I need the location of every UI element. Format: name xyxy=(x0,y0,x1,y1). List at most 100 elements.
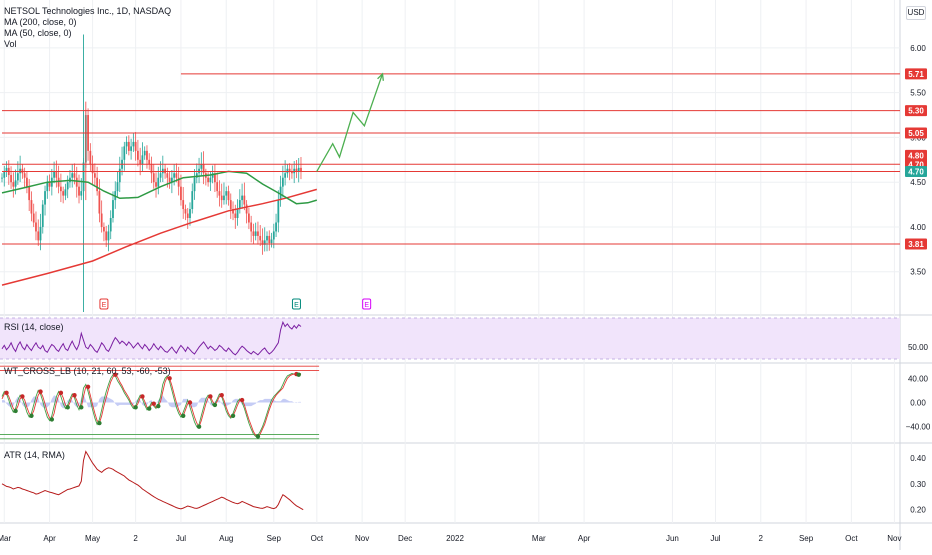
atr-title[interactable]: ATR (14, RMA) xyxy=(4,450,65,460)
wt-title[interactable]: WT_CROSS_LB (10, 21, 60, 53, -60, -53) xyxy=(4,366,171,376)
candle-body[interactable] xyxy=(37,231,40,241)
candle-body[interactable] xyxy=(143,150,146,156)
candle-body[interactable] xyxy=(238,200,241,210)
earnings-marker[interactable] xyxy=(362,298,372,310)
atr-line[interactable] xyxy=(1,450,304,511)
time-tick-label[interactable]: Dec xyxy=(398,534,412,543)
candle-body[interactable] xyxy=(180,186,182,201)
candle-body[interactable] xyxy=(250,222,253,232)
wt-bull-cross-dot[interactable] xyxy=(212,402,218,408)
candle-body[interactable] xyxy=(57,177,60,187)
wt-tick-label[interactable]: 40.00 xyxy=(908,374,929,383)
candle-body[interactable] xyxy=(137,150,139,160)
candle-body[interactable] xyxy=(159,173,162,178)
price-tick-label[interactable]: 3.50 xyxy=(910,268,926,277)
candle-body[interactable] xyxy=(32,213,35,223)
candle-body[interactable] xyxy=(234,213,237,218)
time-scale[interactable]: Mar Apr May 2 Jul Aug Sep Oct Nov Dec 2022 Mar Apr Ju… xyxy=(0,534,902,543)
candle-body[interactable] xyxy=(103,226,105,232)
wt-tick-label[interactable]: 0.00 xyxy=(910,399,926,408)
time-tick-label[interactable]: Oct xyxy=(311,534,324,543)
volume-legend[interactable]: Vol xyxy=(4,39,17,49)
candle-body[interactable] xyxy=(281,177,284,187)
candle-body[interactable] xyxy=(297,167,300,172)
candle-body[interactable] xyxy=(193,177,196,192)
wt-bull-cross-dot[interactable] xyxy=(79,405,84,410)
time-tick-label[interactable]: Nov xyxy=(887,534,901,543)
candle-body[interactable] xyxy=(186,213,189,218)
candle-body[interactable] xyxy=(53,171,55,178)
candle-body[interactable] xyxy=(211,173,214,178)
candle-body[interactable] xyxy=(214,173,216,183)
candle-body[interactable] xyxy=(284,173,287,178)
candle-body[interactable] xyxy=(223,195,225,201)
wt-bear-cross-dot[interactable] xyxy=(239,397,245,403)
wt-bear-cross-dot[interactable] xyxy=(151,401,156,406)
candle-body[interactable] xyxy=(35,222,37,232)
candle-body[interactable] xyxy=(166,173,169,178)
time-tick-label[interactable]: 2 xyxy=(759,534,764,543)
candle-body[interactable] xyxy=(134,141,137,151)
price-badge[interactable] xyxy=(905,127,927,139)
candle-body[interactable] xyxy=(62,191,65,196)
atr-tick-label[interactable]: 0.20 xyxy=(910,506,926,515)
candle-body[interactable] xyxy=(127,141,130,151)
wt-bear-cross-dot[interactable] xyxy=(113,372,118,377)
time-tick-label[interactable]: May xyxy=(85,534,100,543)
wt-bear-cross-dot[interactable] xyxy=(219,393,224,398)
candle-body[interactable] xyxy=(268,235,271,244)
time-tick-label[interactable]: Apr xyxy=(43,534,56,543)
time-tick-label[interactable]: 2022 xyxy=(446,534,464,543)
candle-body[interactable] xyxy=(259,235,262,241)
candle-body[interactable] xyxy=(73,173,76,178)
atr-pane[interactable] xyxy=(1,450,304,511)
wt-bear-cross-dot[interactable] xyxy=(85,384,91,389)
wt-bear-cross-dot[interactable] xyxy=(187,400,193,405)
candle-body[interactable] xyxy=(3,171,6,178)
candle-body[interactable] xyxy=(279,186,282,201)
wt-bull-cross-dot[interactable] xyxy=(181,413,186,419)
candle-body[interactable] xyxy=(141,155,144,165)
time-tick-label[interactable]: Aug xyxy=(219,534,233,543)
wt-bear-cross-dot[interactable] xyxy=(4,390,9,396)
candle-body[interactable] xyxy=(207,177,210,183)
candle-body[interactable] xyxy=(12,182,15,187)
price-badge[interactable] xyxy=(905,149,927,161)
time-tick-label[interactable]: Jul xyxy=(176,534,186,543)
candle-body[interactable] xyxy=(229,200,232,210)
candle-body[interactable] xyxy=(75,177,78,187)
currency-button[interactable]: USD xyxy=(906,6,926,20)
candle-body[interactable] xyxy=(71,173,74,178)
time-tick-label[interactable]: 2 xyxy=(133,534,138,543)
candle-body[interactable] xyxy=(252,231,255,236)
atr-tick-label[interactable]: 0.40 xyxy=(910,454,926,463)
price-badge[interactable] xyxy=(905,165,927,177)
candle-body[interactable] xyxy=(272,231,275,240)
ma50-legend[interactable]: MA (50, close, 0) xyxy=(4,28,72,38)
candle-body[interactable] xyxy=(300,167,302,172)
time-tick-label[interactable]: Nov xyxy=(355,534,369,543)
price-tick-label[interactable]: 5.50 xyxy=(910,89,926,98)
candle-body[interactable] xyxy=(247,213,250,223)
candle-body[interactable] xyxy=(225,191,228,196)
candle-body[interactable] xyxy=(168,177,171,183)
earnings-marker[interactable] xyxy=(99,298,109,310)
candle-body[interactable] xyxy=(152,173,155,183)
candle-body[interactable] xyxy=(78,186,80,196)
rsi-pane[interactable] xyxy=(0,317,900,360)
candle-body[interactable] xyxy=(5,167,8,172)
candle-body[interactable] xyxy=(227,191,230,201)
wt-bear-cross-dot[interactable] xyxy=(38,389,43,394)
wt-bear-cross-dot[interactable] xyxy=(72,393,77,398)
candle-body[interactable] xyxy=(270,239,273,244)
candle-body[interactable] xyxy=(216,182,219,192)
price-tick-label[interactable]: 4.00 xyxy=(910,223,926,232)
candle-body[interactable] xyxy=(14,180,17,187)
wt-bull-cross-dot[interactable] xyxy=(147,406,152,411)
candle-body[interactable] xyxy=(266,235,268,241)
candle-body[interactable] xyxy=(23,173,26,178)
candle-body[interactable] xyxy=(202,164,205,174)
candle-body[interactable] xyxy=(26,177,28,187)
price-badge[interactable] xyxy=(905,68,927,80)
